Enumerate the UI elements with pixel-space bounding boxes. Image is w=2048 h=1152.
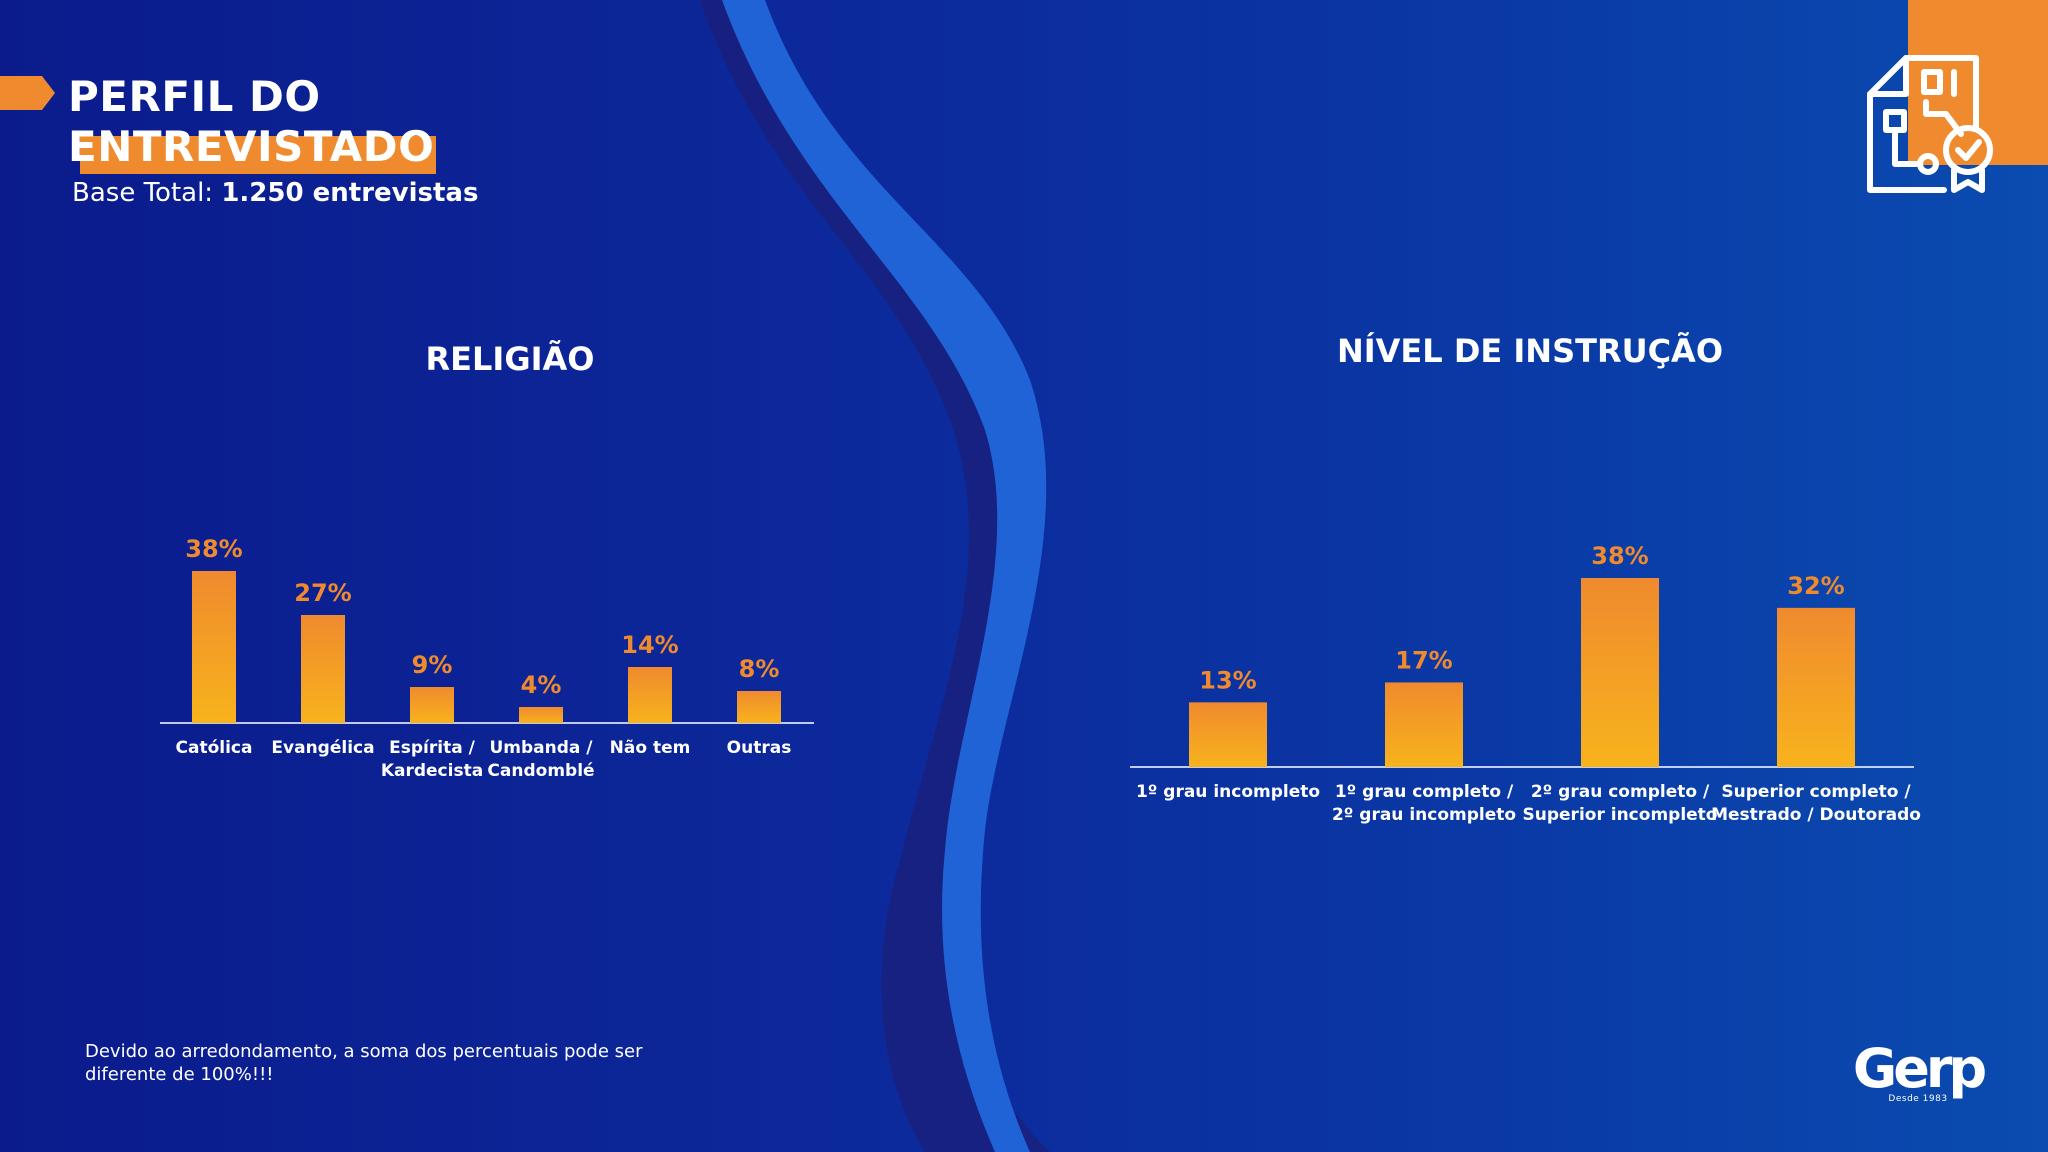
category-label: Católica: [176, 738, 253, 758]
bar: [1581, 578, 1659, 767]
logo-subtext: Desde 1983: [1888, 1094, 1948, 1104]
category-label: Candomblé: [487, 761, 594, 781]
data-label: 38%: [1591, 542, 1648, 570]
bar: [192, 571, 236, 723]
data-label: 4%: [521, 671, 562, 699]
bar: [519, 707, 563, 723]
data-label: 38%: [185, 535, 242, 563]
base-total: Base Total: 1.250 entrevistas: [72, 178, 478, 208]
category-label: 2º grau completo /: [1531, 782, 1710, 802]
bar: [410, 687, 454, 723]
data-label: 8%: [739, 655, 780, 683]
category-label: Outras: [727, 738, 792, 758]
category-label: Superior completo /: [1721, 782, 1911, 802]
education-bar-chart: 13% 1º grau incompleto 17% 1º grau completo…: [1130, 542, 1921, 825]
gerp-logo: Gerp Desde 1983: [1848, 1037, 1988, 1105]
category-label: 1º grau incompleto: [1136, 782, 1320, 802]
category-label: Espírita /: [389, 738, 475, 758]
category-label: 1º grau completo /: [1335, 782, 1514, 802]
document-certificate-icon: [1867, 55, 1993, 193]
title-line-1: PERFIL DO: [68, 72, 321, 121]
bar: [1189, 702, 1267, 767]
education-chart-title: NÍVEL DE INSTRUÇÃO: [1336, 332, 1724, 370]
bar: [1777, 607, 1855, 767]
category-label: 2º grau incompleto: [1332, 805, 1516, 825]
bar: [301, 615, 345, 723]
data-label: 27%: [294, 579, 351, 607]
base-total-label: Base Total:: [72, 178, 214, 208]
bar: [1385, 682, 1463, 767]
data-label: 32%: [1787, 572, 1844, 600]
data-label: 9%: [412, 651, 453, 679]
religion-bar-chart: 38% Católica 27% Evangélica 9% Espírita / Kard…: [160, 535, 814, 781]
base-total-value: 1.250 entrevistas: [221, 178, 479, 208]
category-label: Mestrado / Doutorado: [1711, 805, 1921, 825]
bar: [628, 667, 672, 723]
logo-wordmark: Gerp: [1852, 1037, 1987, 1100]
title-arrow-icon: [0, 76, 55, 110]
data-label: 13%: [1199, 666, 1256, 694]
rounding-note: Devido ao arredondamento, a soma dos per…: [85, 1041, 643, 1085]
data-label: 17%: [1395, 646, 1452, 674]
category-label: Superior incompleto: [1523, 805, 1718, 825]
bar: [737, 691, 781, 723]
category-label: Evangélica: [271, 738, 374, 758]
category-label: Kardecista: [381, 761, 483, 781]
religion-chart-title: RELIGIÃO: [425, 340, 595, 378]
title-line-2: ENTREVISTADO: [68, 122, 437, 174]
data-label: 14%: [621, 631, 678, 659]
category-label: Umbanda /: [489, 738, 593, 758]
category-label: Não tem: [610, 738, 691, 758]
page-title: PERFIL DO ENTREVISTADO: [68, 72, 437, 174]
